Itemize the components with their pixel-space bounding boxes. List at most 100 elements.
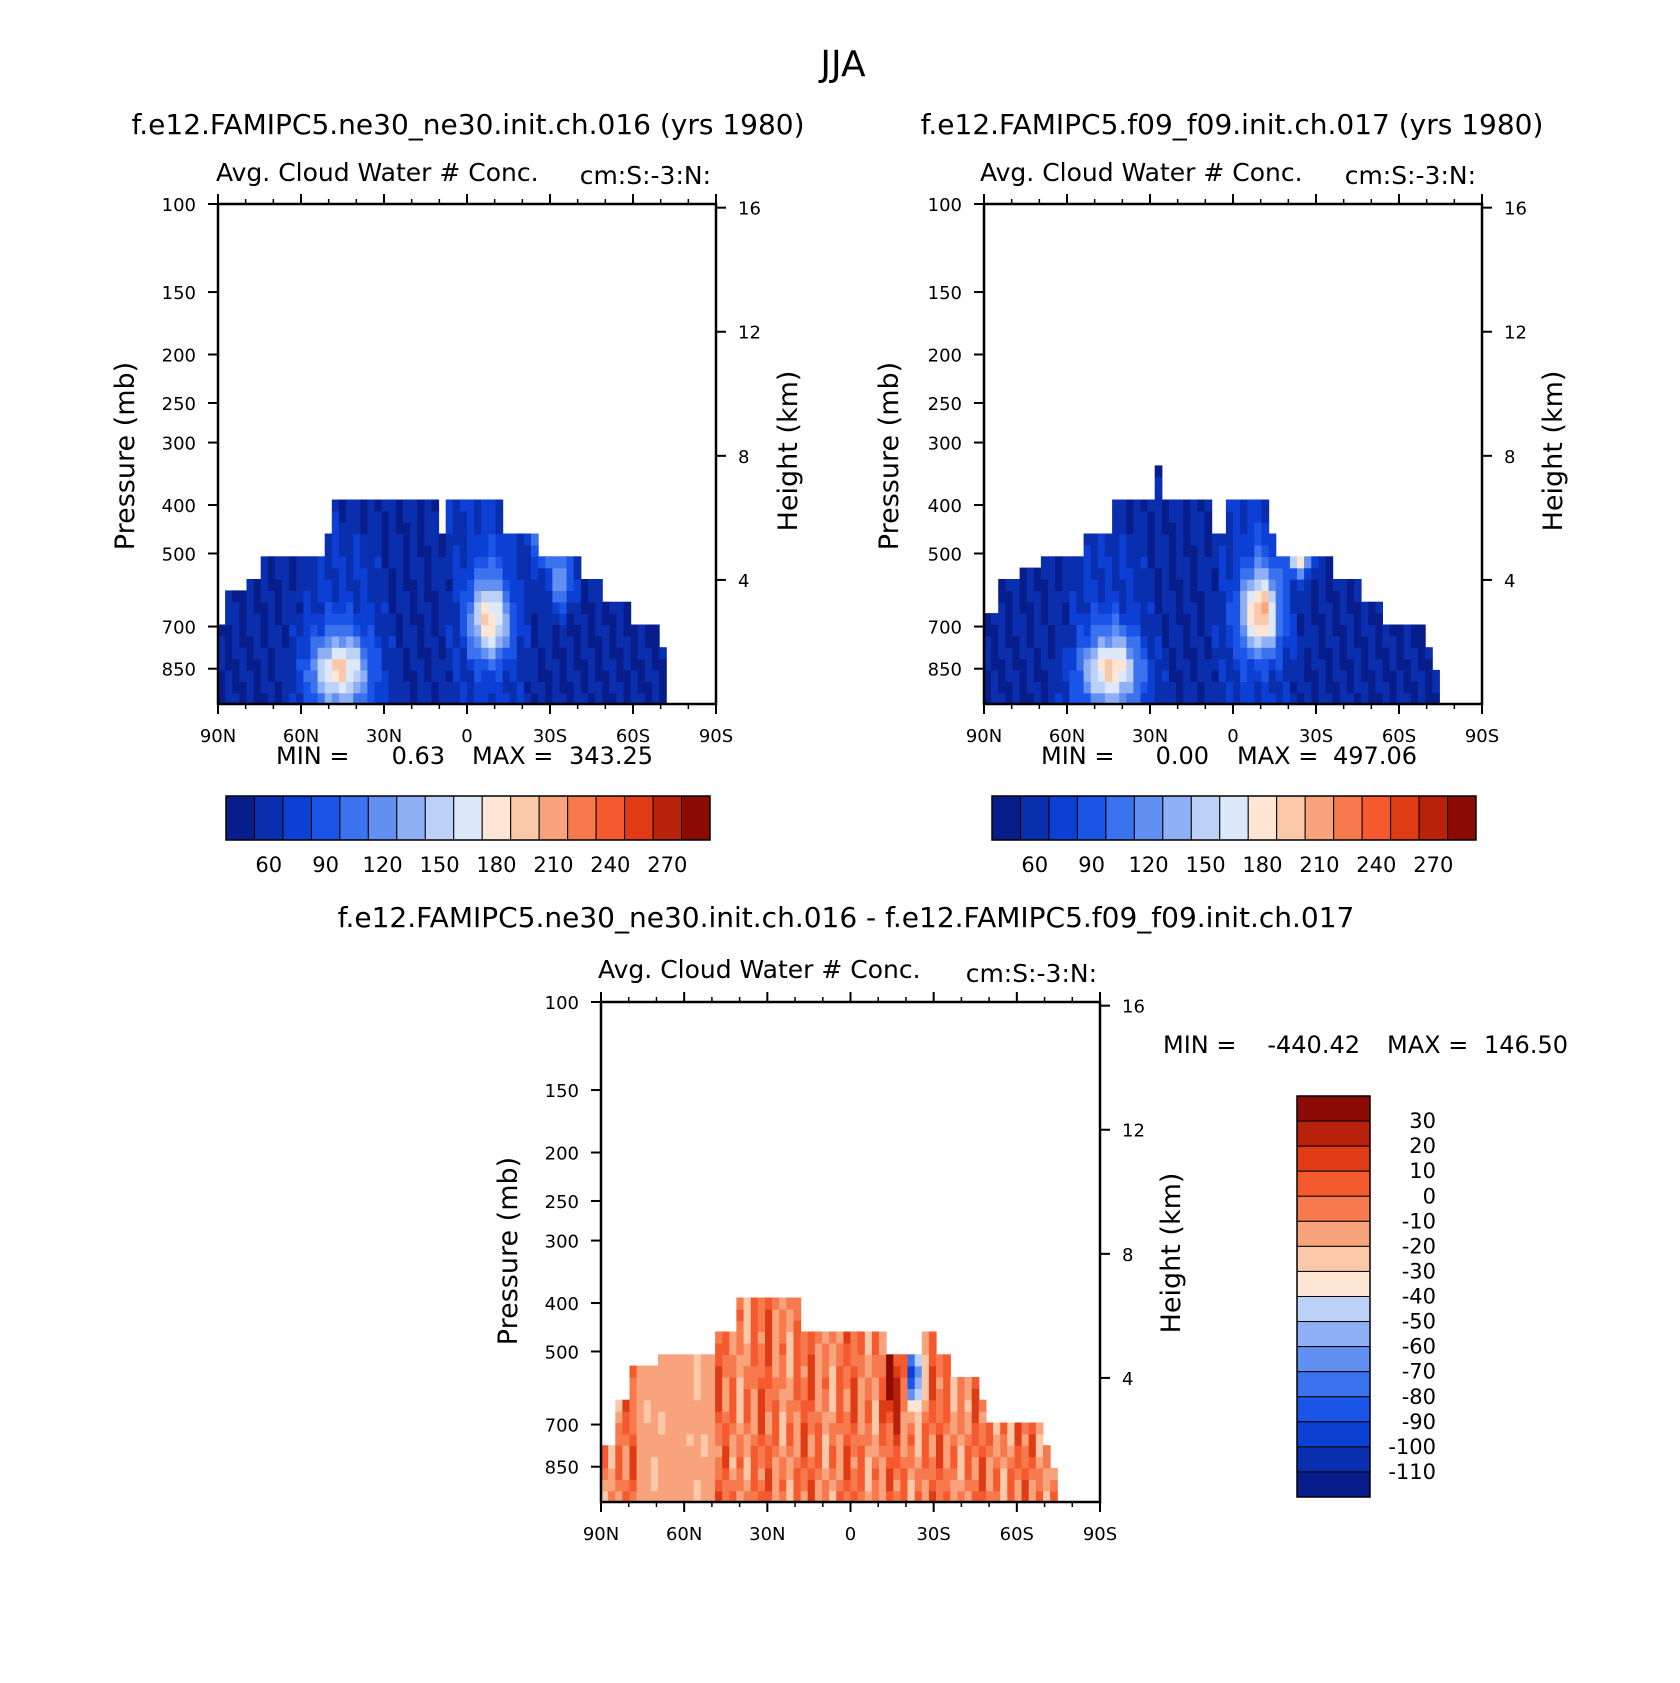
plot-area: 90N 60N 30N 0 30S 60S 90S 100 150 200 250 300 400 500… — [162, 194, 761, 747]
figure-title: JJA — [818, 44, 866, 85]
x-axis: 90N 60N 30N 0 30S 60S 90S — [200, 194, 733, 747]
y-tick-label: 400 — [928, 496, 962, 517]
colorbar-box — [1296, 1446, 1371, 1473]
colorbar-box — [1296, 1270, 1371, 1297]
colorbar-box — [538, 795, 569, 841]
y-tick-label: 850 — [928, 660, 962, 681]
panel-subtitle: Avg. Cloud Water # Conc. — [980, 158, 1303, 187]
y-axis: 100 150 200 250 300 400 500 700 850 — [545, 993, 601, 1479]
colorbar-box — [567, 795, 597, 841]
colorbar-box — [225, 795, 255, 841]
x-tick-label: 30N — [749, 1524, 785, 1545]
panel-units: cm:S:-3:N: — [580, 161, 711, 190]
colorbar-box — [1162, 795, 1192, 841]
y2-tick-label: 12 — [738, 323, 761, 344]
x-tick-label: 60N — [666, 1524, 702, 1545]
y-tick-label: 150 — [545, 1081, 579, 1102]
panel-subtitle: Avg. Cloud Water # Conc. — [216, 158, 539, 187]
colorbar-box — [1361, 795, 1392, 841]
colorbar-box — [282, 795, 312, 841]
colorbar-box — [1296, 1145, 1371, 1172]
colorbar-label: 270 — [647, 853, 687, 877]
y-tick-label: 200 — [928, 346, 962, 367]
colorbar-label: 120 — [363, 853, 403, 877]
colorbar-label: 180 — [1242, 853, 1282, 877]
colorbar-box — [595, 795, 626, 841]
x-tick-label: 90N — [200, 726, 236, 747]
colorbar-label: 240 — [1356, 853, 1396, 877]
y2-tick-label: 16 — [738, 199, 761, 220]
colorbar: 60 90 120 150 180 210 240 270 — [225, 795, 711, 877]
max-label: MAX = — [472, 742, 553, 770]
colorbar-label: -100 — [1388, 1435, 1436, 1459]
y2-tick-label: 16 — [1504, 199, 1527, 220]
colorbar-label: 60 — [255, 853, 282, 877]
field-cells — [984, 465, 1440, 705]
y2-tick-label: 12 — [1504, 323, 1527, 344]
colorbar-box — [310, 795, 341, 841]
y-axis: 100 150 200 250 300 400 500 700 850 — [928, 195, 984, 681]
colorbar-label: 270 — [1413, 853, 1453, 877]
y2-axis: 4 8 12 16 — [1482, 199, 1527, 592]
y-tick-label: 150 — [928, 283, 962, 304]
y-tick-label: 300 — [928, 434, 962, 455]
panel-f09: f.e12.FAMIPC5.f09_f09.init.ch.017 (yrs 1… — [874, 108, 1569, 877]
colorbar: 3020100-10-20-30-40-50-60-70-80-90-100-1… — [1296, 1095, 1436, 1498]
colorbar-box — [1276, 795, 1306, 841]
y-tick-label: 100 — [545, 993, 579, 1014]
y-tick-label: 500 — [162, 544, 196, 565]
colorbar-box — [1296, 1296, 1371, 1323]
x-tick-label: 60S — [1382, 726, 1416, 747]
colorbar-box — [481, 795, 512, 841]
x-tick-label: 30S — [1299, 726, 1333, 747]
colorbar-box — [1296, 1170, 1371, 1197]
colorbar-label: -20 — [1402, 1234, 1436, 1258]
colorbar-label: -90 — [1402, 1410, 1436, 1434]
colorbar-box — [339, 795, 369, 841]
colorbar-box — [1296, 1421, 1371, 1448]
colorbar: 60 90 120 150 180 210 240 270 — [991, 795, 1477, 877]
max-value: 497.06 — [1333, 742, 1417, 770]
plot-area: 90N 60N 30N 0 30S 60S 90S 100 150 200 250 300 400 500… — [928, 194, 1527, 747]
max-value: 146.50 — [1484, 1031, 1568, 1059]
field-cells — [601, 1297, 1058, 1503]
colorbar-box — [1418, 795, 1449, 841]
field-cells — [218, 499, 667, 705]
x-tick-label: 90N — [966, 726, 1002, 747]
colorbar-box — [1296, 1095, 1371, 1122]
colorbar-box — [1247, 795, 1278, 841]
y2-tick-label: 12 — [1122, 1121, 1145, 1142]
colorbar-box — [1296, 1220, 1371, 1247]
y-tick-label: 850 — [545, 1458, 579, 1479]
x-tick-label: 90S — [1465, 726, 1499, 747]
panel-difference: f.e12.FAMIPC5.ne30_ne30.init.ch.016 - f.… — [338, 901, 1568, 1545]
colorbar-box — [624, 795, 654, 841]
colorbar-box — [510, 795, 540, 841]
colorbar-box — [1133, 795, 1164, 841]
min-value: -440.42 — [1267, 1031, 1360, 1059]
x-tick-label: 60S — [616, 726, 650, 747]
colorbar-box — [1105, 795, 1135, 841]
colorbar-box — [1190, 795, 1221, 841]
y-tick-label: 100 — [162, 195, 196, 216]
colorbar-box — [1048, 795, 1078, 841]
colorbar-label: 0 — [1423, 1184, 1436, 1208]
colorbar-label: 60 — [1021, 853, 1048, 877]
y2-axis-label: Height (km) — [1156, 1173, 1187, 1334]
max-label: MAX = — [1237, 742, 1318, 770]
min-label: MIN = — [1163, 1031, 1236, 1059]
y2-tick-label: 16 — [1122, 997, 1145, 1018]
colorbar-box — [991, 795, 1021, 841]
colorbar-label: -110 — [1388, 1460, 1436, 1484]
colorbar-box — [1296, 1245, 1371, 1272]
colorbar-box — [1296, 1120, 1371, 1147]
colorbar-label: -40 — [1402, 1285, 1436, 1309]
min-label: MIN = — [276, 742, 349, 770]
y-tick-label: 300 — [545, 1232, 579, 1253]
x-tick-label: 90S — [1083, 1524, 1117, 1545]
y2-tick-label: 8 — [738, 447, 749, 468]
colorbar-label: 210 — [533, 853, 573, 877]
colorbar-box — [1076, 795, 1107, 841]
colorbar-label: 210 — [1299, 853, 1339, 877]
